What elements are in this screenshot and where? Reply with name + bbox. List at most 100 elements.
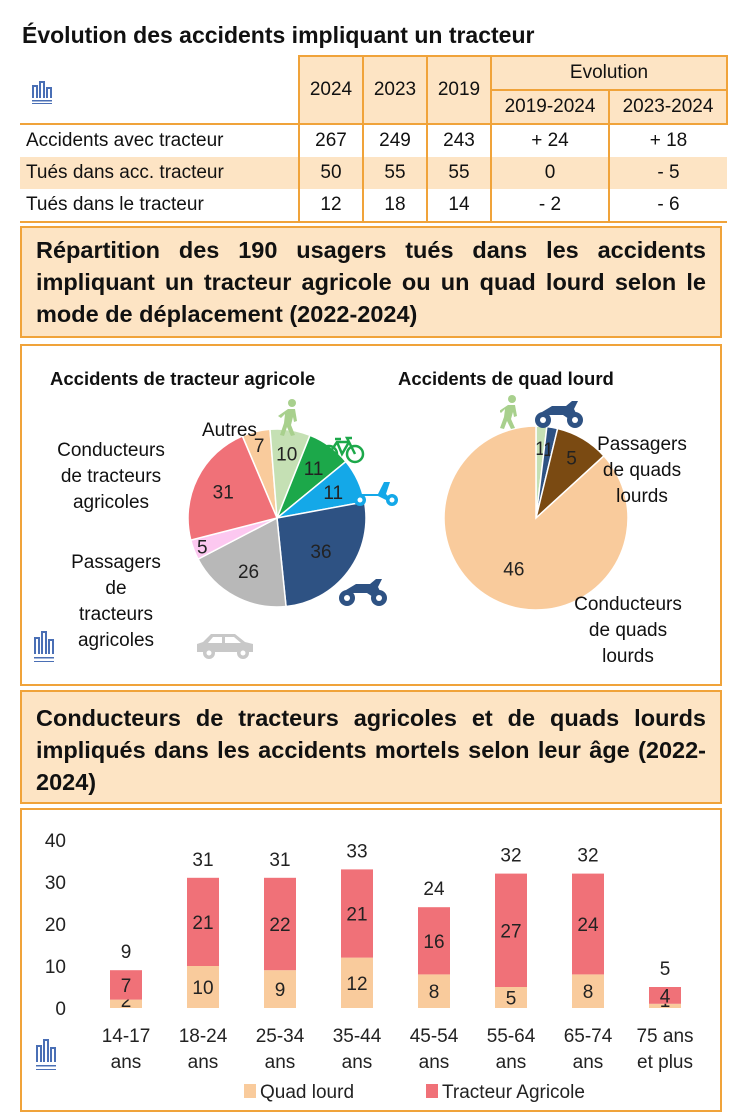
bar-value-label: 5 xyxy=(506,989,517,1010)
pie1-label-conducteurs: Conducteurs de tracteurs agricoles xyxy=(57,440,165,513)
pie1-label-passagers: Passagers de tracteurs agricoles xyxy=(71,552,161,651)
pie-charts-box: Accidents de tracteur agricole Accidents… xyxy=(20,344,722,686)
pie2-value-label: 5 xyxy=(566,449,577,470)
x-tick-label: 45-54 xyxy=(410,1026,459,1047)
x-tick-label: 14-17 xyxy=(102,1026,151,1047)
securite-routiere-logo-icon xyxy=(32,81,52,104)
bar-chart-box: 0 10 20 30 40 2 7 9 14-17 ans 10 21 31 18-24 ans 9 22 31 2… xyxy=(20,808,722,1112)
bar-value-label: 21 xyxy=(192,913,213,934)
legend-label: Quad lourd xyxy=(260,1082,354,1103)
pie2-value-label: 46 xyxy=(503,559,524,580)
bar-quad-lourd xyxy=(341,957,373,1008)
pie1-chart: 7 10 11 11 36 26 5 31 xyxy=(187,428,367,608)
pie1-label-autres: Autres xyxy=(202,420,257,441)
x-tick-label: et plus xyxy=(637,1052,693,1073)
motorcycle-icon xyxy=(535,401,583,428)
x-tick-label: ans xyxy=(188,1052,219,1073)
pie1-title: Accidents de tracteur agricole xyxy=(50,368,316,389)
pie2-value-label: 1 xyxy=(543,440,554,461)
header-2019: 2019 xyxy=(426,55,492,125)
x-tick-label: ans xyxy=(265,1052,296,1073)
legend-swatch xyxy=(244,1084,256,1098)
bar-value-label: 12 xyxy=(346,974,367,995)
bar-value-label: 9 xyxy=(275,980,286,1001)
x-tick-label: ans xyxy=(496,1052,527,1073)
bar-tracteur-agricole xyxy=(572,873,604,975)
motorcycle-icon xyxy=(339,579,387,606)
y-tick-label: 10 xyxy=(45,957,66,978)
section2-title-panel: Répartition des 190 usagers tués dans le… xyxy=(20,226,722,338)
pie1-value-label: 5 xyxy=(197,538,208,559)
y-tick-label: 40 xyxy=(45,831,66,852)
bar-tracteur-agricole xyxy=(418,907,450,975)
securite-routiere-logo-icon xyxy=(36,1039,56,1070)
bar-tracteur-agricole xyxy=(264,877,296,971)
pie2-title: Accidents de quad lourd xyxy=(398,368,614,389)
bar-total-label: 32 xyxy=(500,846,521,867)
bar-value-label: 7 xyxy=(121,976,132,997)
x-tick-label: ans xyxy=(419,1052,450,1073)
bar-value-label: 22 xyxy=(269,915,290,936)
section3-title: Conducteurs de tracteurs agricoles et de… xyxy=(36,705,706,795)
pie2-slice xyxy=(443,425,629,611)
bar-quad-lourd xyxy=(187,966,219,1008)
bar-tracteur-agricole xyxy=(649,987,681,1004)
x-tick-label: 75 ans xyxy=(636,1026,693,1047)
pie2-label-conducteurs: Conducteurs de quads lourds xyxy=(574,594,682,667)
bar-value-label: 8 xyxy=(583,982,594,1003)
pie1-slice xyxy=(197,516,287,608)
pie1-value-label: 26 xyxy=(238,562,259,583)
bar-total-label: 31 xyxy=(192,850,213,871)
y-tick-label: 0 xyxy=(55,999,66,1020)
bar-value-label: 2 xyxy=(121,991,132,1012)
x-tick-label: ans xyxy=(342,1052,373,1073)
bar-total-label: 33 xyxy=(346,841,367,862)
pie1-slice xyxy=(276,501,367,608)
header-evo-2023-2024: 2023-2024 xyxy=(608,89,728,125)
pedestrian-icon xyxy=(500,395,517,429)
securite-routiere-logo-icon xyxy=(34,631,54,662)
section3-title-panel: Conducteurs de tracteurs agricoles et de… xyxy=(20,690,722,804)
x-tick-label: ans xyxy=(111,1052,142,1073)
x-tick-label: 65-74 xyxy=(564,1026,613,1047)
table-row: Tués dans le tracteur 12 18 14 - 2 - 6 xyxy=(20,189,727,222)
y-tick-label: 20 xyxy=(45,915,66,936)
legend-label: Tracteur Agricole xyxy=(442,1082,585,1103)
bar-value-label: 16 xyxy=(423,932,444,953)
car-icon xyxy=(197,634,253,659)
bar-value-label: 21 xyxy=(346,905,367,926)
bicycle-icon xyxy=(319,436,365,464)
legend-swatch xyxy=(426,1084,438,1098)
bar-quad-lourd xyxy=(110,999,142,1008)
bar-total-label: 5 xyxy=(660,959,671,980)
pie1-value-label: 36 xyxy=(310,542,331,563)
scooter-icon xyxy=(354,482,398,506)
bar-total-label: 24 xyxy=(423,879,445,900)
bar-value-label: 4 xyxy=(660,986,671,1007)
pie1-value-label: 7 xyxy=(254,436,265,457)
bar-quad-lourd xyxy=(264,970,296,1008)
pie2-label-passagers: Passagers de quads lourds xyxy=(597,434,687,507)
bar-tracteur-agricole xyxy=(187,877,219,966)
pie2-value-label: 1 xyxy=(535,439,546,460)
header-evo-2019-2024: 2019-2024 xyxy=(490,89,610,125)
pedestrian-icon xyxy=(278,399,297,436)
bar-value-label: 8 xyxy=(429,982,440,1003)
main-title: Évolution des accidents impliquant un tr… xyxy=(22,22,535,48)
table-row: Tués dans acc. tracteur 50 55 55 0 - 5 xyxy=(20,157,727,189)
x-tick-label: ans xyxy=(573,1052,604,1073)
header-evolution: Evolution xyxy=(490,55,728,91)
bar-quad-lourd xyxy=(418,974,450,1008)
x-tick-label: 25-34 xyxy=(256,1026,305,1047)
bar-quad-lourd xyxy=(572,974,604,1008)
x-tick-label: 55-64 xyxy=(487,1026,536,1047)
pie1-value-label: 11 xyxy=(304,459,324,480)
header-2023: 2023 xyxy=(362,55,428,125)
bar-total-label: 9 xyxy=(121,942,132,963)
pie1-value-label: 31 xyxy=(213,482,234,503)
pie1-slice xyxy=(187,435,279,542)
header-2024: 2024 xyxy=(298,55,364,125)
bar-total-label: 32 xyxy=(577,846,598,867)
bar-value-label: 24 xyxy=(577,915,599,936)
evolution-table: 2024 2023 2019 Evolution 2019-2024 2023-… xyxy=(20,55,728,223)
